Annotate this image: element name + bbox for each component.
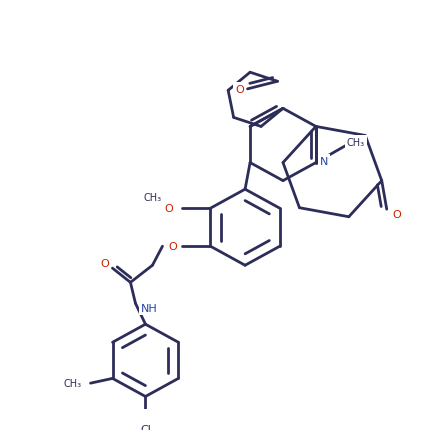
Text: O: O [392, 209, 401, 219]
Text: CH₃: CH₃ [347, 137, 365, 147]
Text: O: O [168, 242, 177, 252]
Text: O: O [100, 259, 109, 269]
Text: CH₃: CH₃ [144, 192, 162, 202]
Text: N: N [320, 156, 328, 166]
Text: CH₃: CH₃ [64, 378, 82, 388]
Text: O: O [164, 204, 173, 214]
Text: Cl: Cl [140, 424, 151, 430]
Text: NH: NH [141, 303, 158, 313]
Text: O: O [235, 85, 244, 95]
